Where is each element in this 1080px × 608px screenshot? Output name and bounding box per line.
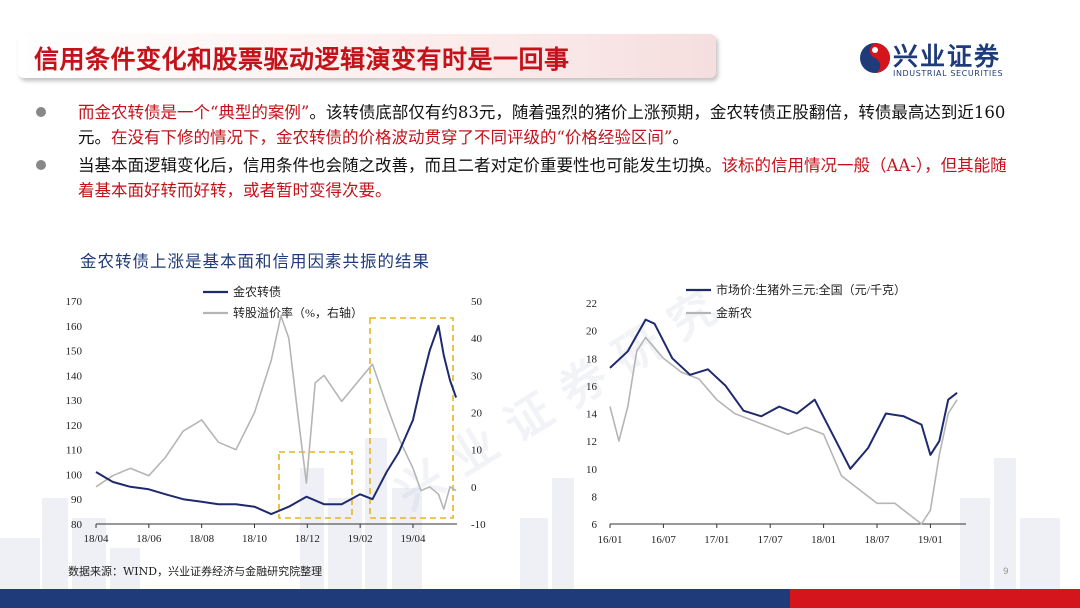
bullet-red-text: 而金农转债是一个“典型的案例” <box>78 103 310 122</box>
bullet-text: 。 <box>672 127 689 147</box>
y-right-tick-label: 50 <box>471 296 483 308</box>
y-left-tick-label: 170 <box>66 296 83 308</box>
brand-name-en: INDUSTRIAL SECURITIES <box>893 69 1004 78</box>
bullet-list: 而金农转债是一个“典型的案例”。该转债底部仅有约83元，随着强烈的猪价上涨预期，… <box>34 101 1014 207</box>
bullet-text: 当基本面逻辑变化后，信用条件也会随之改善，而且二者对定价重要性也可能发生切换。 <box>78 156 722 175</box>
bullet-red-text: 该标的信用情况一般（AA-），但其能随着基本面好转而好转，或者暂时变得次要。 <box>78 156 1007 200</box>
bullet-item: 当基本面逻辑变化后，信用条件也会随之改善，而且二者对定价重要性也可能发生切换。该… <box>34 154 1014 203</box>
bullet-dot-icon <box>36 107 46 117</box>
brand-name: 兴业证券 <box>893 42 1002 71</box>
title-bar <box>18 34 716 78</box>
legend-label: 金农转债 <box>233 284 281 299</box>
legend-label: 市场价:生猪外三元:全国（元/千克） <box>716 282 906 297</box>
brand-logo-icon <box>860 43 890 73</box>
slide-title: 信用条件变化和股票驱动逻辑演变有时是一回事 <box>34 45 570 74</box>
y-right-tick-label: 40 <box>471 333 483 345</box>
footer-red-bar <box>790 589 1080 608</box>
chart-section-title: 金农转债上涨是基本面和信用因素共振的结果 <box>80 252 430 271</box>
footer-blue-bar <box>0 589 790 608</box>
y-tick-label: 22 <box>586 298 597 310</box>
y-left-tick-label: 160 <box>66 321 83 333</box>
page-number: 9 <box>1003 567 1009 577</box>
bullet-item: 而金农转债是一个“典型的案例”。该转债底部仅有约83元，随着强烈的猪价上涨预期，… <box>34 101 1014 150</box>
bullet-text: 。该转债底部仅有约83元，随着强烈的猪价上涨预期，金农转债正股翻倍，转债最高达到… <box>78 103 1006 147</box>
footer-bar <box>0 585 1080 608</box>
bullet-dot-icon <box>36 160 46 170</box>
bullet-red-text: 在没有下修的情况下，金农转债的价格波动贯穿了不同评级的“价格经验区间” <box>111 127 673 147</box>
legend-label: 转股溢价率（%，右轴） <box>233 305 363 320</box>
data-source-note: 数据来源：WIND，兴业证券经济与金融研究院整理 <box>68 565 323 578</box>
